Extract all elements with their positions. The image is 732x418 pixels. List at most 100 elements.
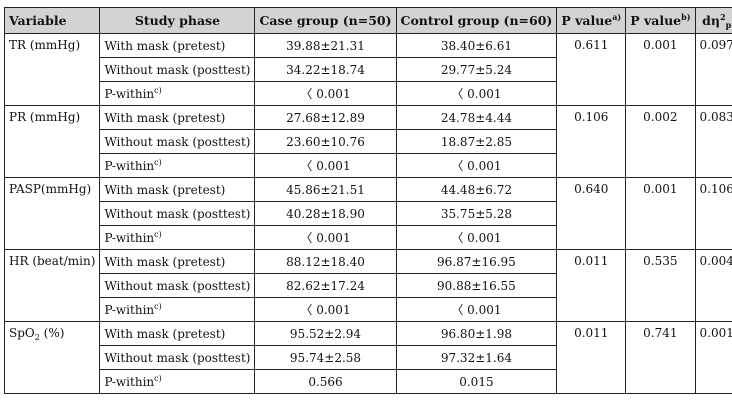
header-p-value-b-footnote: b) bbox=[681, 11, 691, 22]
p-value-a: 0.011 bbox=[556, 249, 627, 322]
p-value-a: 0.011 bbox=[556, 321, 627, 394]
p-value-b: 0.741 bbox=[625, 321, 696, 394]
eta-value: 0.083 bbox=[694, 105, 732, 178]
header-case-group: Case group (n=50) bbox=[254, 7, 397, 34]
phase-with-mask: With mask (pretest) bbox=[99, 33, 256, 58]
p-within-text: P-within bbox=[104, 86, 155, 101]
case-value: 40.28±18.90 bbox=[254, 201, 397, 226]
header-p-value-b: P valueb) bbox=[625, 7, 696, 34]
variable-pr: PR (mmHg) bbox=[3, 105, 101, 178]
control-value: 96.87±16.95 bbox=[395, 249, 558, 274]
control-value: 97.32±1.64 bbox=[395, 345, 558, 370]
variable-spo2-sub: 2 bbox=[34, 333, 40, 342]
phase-p-within: P-withinc) bbox=[99, 297, 256, 322]
p-within-text: P-within bbox=[104, 374, 155, 389]
case-value: 95.74±2.58 bbox=[254, 345, 397, 370]
phase-without-mask: Without mask (posttest) bbox=[99, 57, 256, 82]
header-p-value-a: P valuea) bbox=[556, 7, 627, 34]
control-value: 29.77±5.24 bbox=[395, 57, 558, 82]
header-p-value-a-text: P value bbox=[561, 12, 613, 28]
p-value-a: 0.640 bbox=[556, 177, 627, 250]
p-value-b: 0.002 bbox=[625, 105, 696, 178]
variable-hr: HR (beat/min) bbox=[3, 249, 101, 322]
control-p-within: 0.015 bbox=[395, 369, 558, 394]
p-within-footnote: c) bbox=[154, 85, 162, 95]
table-row: HR (beat/min) With mask (pretest) 88.12±… bbox=[3, 249, 732, 322]
case-value: 95.52±2.94 bbox=[254, 321, 397, 346]
phase-with-mask: With mask (pretest) bbox=[99, 177, 256, 202]
phase-without-mask: Without mask (posttest) bbox=[99, 201, 256, 226]
case-value: 39.88±21.31 bbox=[254, 33, 397, 58]
case-p-within: 0.566 bbox=[254, 369, 397, 394]
p-within-footnote: c) bbox=[154, 301, 162, 311]
table-row: P-withinc) 〈 0.001 〈 0.001 bbox=[5, 153, 732, 178]
p-value-b: 0.535 bbox=[625, 249, 696, 322]
control-value: 38.40±6.61 bbox=[395, 33, 558, 58]
phase-p-within: P-withinc) bbox=[99, 225, 256, 250]
p-within-text: P-within bbox=[104, 230, 155, 245]
case-value: 27.68±12.89 bbox=[254, 105, 397, 130]
table-row: P-withinc) 0.566 0.015 bbox=[5, 369, 732, 394]
results-table: Variable Study phase Case group (n=50) C… bbox=[3, 7, 732, 394]
case-value: 88.12±18.40 bbox=[254, 249, 397, 274]
variable-tr: TR (mmHg) bbox=[3, 33, 101, 106]
table-row: Without mask (posttest) 40.28±18.90 35.7… bbox=[5, 201, 732, 226]
control-value: 35.75±5.28 bbox=[395, 201, 558, 226]
phase-without-mask: Without mask (posttest) bbox=[99, 129, 256, 154]
phase-with-mask: With mask (pretest) bbox=[99, 321, 256, 346]
header-row: Variable Study phase Case group (n=50) C… bbox=[3, 7, 732, 34]
p-value-a: 0.106 bbox=[556, 105, 627, 178]
eta-value: 0.004 bbox=[694, 249, 732, 322]
variable-spo2-text: SpO bbox=[9, 326, 35, 340]
header-eta-text: dη bbox=[702, 12, 721, 28]
p-within-text: P-within bbox=[104, 158, 155, 173]
p-within-footnote: c) bbox=[154, 229, 162, 239]
case-value: 82.62±17.24 bbox=[254, 273, 397, 298]
phase-without-mask: Without mask (posttest) bbox=[99, 273, 256, 298]
phase-without-mask: Without mask (posttest) bbox=[99, 345, 256, 370]
table-row: Without mask (posttest) 34.22±18.74 29.7… bbox=[5, 57, 732, 82]
variable-spo2-unit: (%) bbox=[39, 326, 65, 340]
control-value: 90.88±16.55 bbox=[395, 273, 558, 298]
p-value-b: 0.001 bbox=[625, 33, 696, 106]
header-eta-sub: p bbox=[725, 19, 732, 30]
case-value: 34.22±18.74 bbox=[254, 57, 397, 82]
control-value: 18.87±2.85 bbox=[395, 129, 558, 154]
case-p-within: 〈 0.001 bbox=[254, 225, 397, 250]
header-study-phase: Study phase bbox=[99, 7, 256, 34]
table-row: Without mask (posttest) 23.60±10.76 18.8… bbox=[5, 129, 732, 154]
table-row: P-withinc) 〈 0.001 〈 0.001 bbox=[5, 297, 732, 322]
control-value: 44.48±6.72 bbox=[395, 177, 558, 202]
header-p-value-a-footnote: a) bbox=[612, 11, 622, 22]
table-row: TR (mmHg) With mask (pretest) 39.88±21.3… bbox=[3, 33, 732, 106]
header-eta-sup: 2 bbox=[720, 11, 726, 22]
control-value: 24.78±4.44 bbox=[395, 105, 558, 130]
case-p-within: 〈 0.001 bbox=[254, 297, 397, 322]
phase-with-mask: With mask (pretest) bbox=[99, 105, 256, 130]
results-table-container: Variable Study phase Case group (n=50) C… bbox=[3, 7, 732, 394]
header-variable: Variable bbox=[3, 7, 101, 34]
variable-pasp: PASP(mmHg) bbox=[3, 177, 101, 250]
phase-p-within: P-withinc) bbox=[99, 153, 256, 178]
table-row: P-withinc) 〈 0.001 〈 0.001 bbox=[5, 81, 732, 106]
case-value: 23.60±10.76 bbox=[254, 129, 397, 154]
case-value: 45.86±21.51 bbox=[254, 177, 397, 202]
p-value-b: 0.001 bbox=[625, 177, 696, 250]
eta-value: 0.097 bbox=[694, 33, 732, 106]
control-p-within: 〈 0.001 bbox=[395, 153, 558, 178]
p-within-footnote: c) bbox=[154, 373, 162, 383]
control-p-within: 〈 0.001 bbox=[395, 81, 558, 106]
eta-value: 0.106 bbox=[694, 177, 732, 250]
control-value: 96.80±1.98 bbox=[395, 321, 558, 346]
table-row: PR (mmHg) With mask (pretest) 27.68±12.8… bbox=[3, 105, 732, 178]
p-within-text: P-within bbox=[104, 302, 155, 317]
case-p-within: 〈 0.001 bbox=[254, 81, 397, 106]
phase-p-within: P-withinc) bbox=[99, 81, 256, 106]
p-within-footnote: c) bbox=[154, 157, 162, 167]
control-p-within: 〈 0.001 bbox=[395, 297, 558, 322]
p-value-a: 0.611 bbox=[556, 33, 627, 106]
table-row: PASP(mmHg) With mask (pretest) 45.86±21.… bbox=[3, 177, 732, 250]
case-p-within: 〈 0.001 bbox=[254, 153, 397, 178]
eta-value: 0.001 bbox=[694, 321, 732, 394]
control-p-within: 〈 0.001 bbox=[395, 225, 558, 250]
